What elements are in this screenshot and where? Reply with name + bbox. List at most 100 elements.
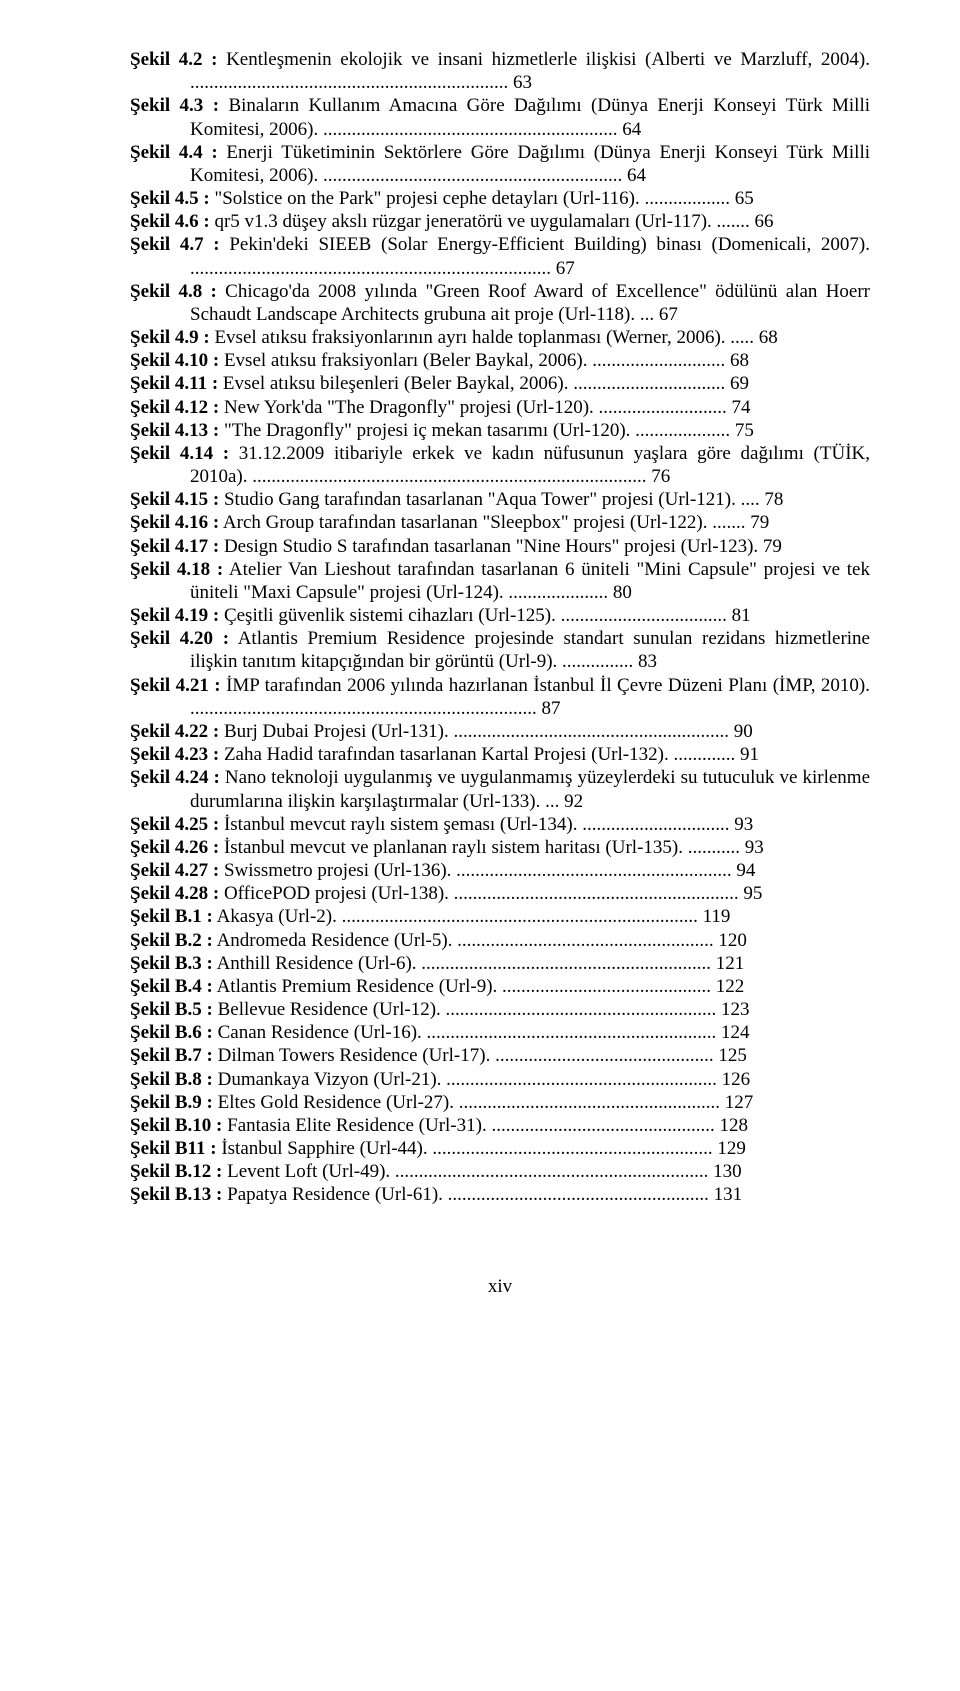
figure-text: Binaların Kullanım Amacına Göre Dağılımı… [190,95,870,139]
figure-label: Şekil 4.4 : [130,142,218,163]
figure-text: Fantasia Elite Residence (Url-31). .....… [222,1115,748,1136]
figure-text: Kentleşmenin ekolojik ve insani hizmetle… [190,49,870,93]
figure-label: Şekil 4.13 : [130,420,219,441]
figure-text: "Solstice on the Park" projesi cephe det… [210,188,754,209]
figure-label: Şekil B.9 : [130,1092,213,1113]
figure-label: Şekil 4.3 : [130,95,219,116]
figure-text: Evsel atıksu fraksiyonlarının ayrı halde… [210,327,778,348]
figure-text: Bellevue Residence (Url-12). ...........… [213,999,750,1020]
figure-text: Zaha Hadid tarafından tasarlanan Kartal … [219,744,759,765]
figure-entry: Şekil 4.15 : Studio Gang tarafından tasa… [130,488,870,511]
figure-entry: Şekil B.7 : Dilman Towers Residence (Url… [130,1044,870,1067]
figure-entry: Şekil 4.5 : "Solstice on the Park" proje… [130,187,870,210]
figure-label: Şekil 4.5 : [130,188,210,209]
figure-text: OfficePOD projesi (Url-138). ...........… [219,883,762,904]
figure-entry: Şekil 4.17 : Design Studio S tarafından … [130,535,870,558]
figure-label: Şekil 4.21 : [130,675,221,696]
figure-label: Şekil 4.24 : [130,767,220,788]
figure-entry: Şekil B.3 : Anthill Residence (Url-6). .… [130,952,870,975]
figure-entry: Şekil 4.10 : Evsel atıksu fraksiyonları … [130,349,870,372]
figure-entry: Şekil B.4 : Atlantis Premium Residence (… [130,975,870,998]
figure-label: Şekil B.6 : [130,1022,213,1043]
figure-entry: Şekil 4.25 : İstanbul mevcut raylı siste… [130,813,870,836]
figure-entry: Şekil B.1 : Akasya (Url-2). ............… [130,905,870,928]
figure-label: Şekil B.5 : [130,999,213,1020]
figure-label: Şekil B.10 : [130,1115,222,1136]
figure-label: Şekil 4.10 : [130,350,219,371]
figure-text: Nano teknoloji uygulanmış ve uygulanmamı… [190,767,870,811]
figure-entry: Şekil B.5 : Bellevue Residence (Url-12).… [130,998,870,1021]
figure-label: Şekil B.12 : [130,1161,222,1182]
figure-entry: Şekil 4.3 : Binaların Kullanım Amacına G… [130,94,870,140]
figure-label: Şekil 4.12 : [130,397,219,418]
figure-text: Canan Residence (Url-16). ..............… [213,1022,750,1043]
figure-text: Atelier Van Lieshout tarafından tasarlan… [190,559,870,603]
figure-entry: Şekil 4.19 : Çeşitli güvenlik sistemi ci… [130,604,870,627]
figure-label: Şekil 4.17 : [130,536,219,557]
figure-entry: Şekil 4.24 : Nano teknoloji uygulanmış v… [130,766,870,812]
figure-entry: Şekil 4.8 : Chicago'da 2008 yılında "Gre… [130,280,870,326]
figure-text: Burj Dubai Projesi (Url-131). ..........… [219,721,753,742]
figure-text: Dumankaya Vizyon (Url-21). .............… [213,1069,750,1090]
figure-text: Levent Loft (Url-49). ..................… [222,1161,741,1182]
figure-label: Şekil 4.16 : [130,512,219,533]
figure-text: Evsel atıksu bileşenleri (Beler Baykal, … [218,373,749,394]
figure-entry: Şekil 4.23 : Zaha Hadid tarafından tasar… [130,743,870,766]
figure-entry: Şekil 4.21 : İMP tarafından 2006 yılında… [130,674,870,720]
figure-label: Şekil 4.15 : [130,489,219,510]
figure-entry: Şekil 4.28 : OfficePOD projesi (Url-138)… [130,882,870,905]
figure-entry: Şekil 4.16 : Arch Group tarafından tasar… [130,511,870,534]
figure-label: Şekil 4.7 : [130,234,220,255]
figure-entry: Şekil 4.4 : Enerji Tüketiminin Sektörler… [130,141,870,187]
figure-label: Şekil B.13 : [130,1184,222,1205]
figure-label: Şekil B.1 : [130,906,213,927]
figure-entry: Şekil 4.27 : Swissmetro projesi (Url-136… [130,859,870,882]
figure-label: Şekil 4.9 : [130,327,210,348]
figure-text: Eltes Gold Residence (Url-27). .........… [213,1092,753,1113]
figure-label: Şekil 4.14 : [130,443,229,464]
figure-label: Şekil 4.22 : [130,721,219,742]
figure-text: İstanbul Sapphire (Url-44). ............… [217,1138,746,1159]
figure-text: İstanbul mevcut ve planlanan raylı siste… [219,837,764,858]
figure-text: Atlantis Premium Residence (Url-9). ....… [213,976,744,997]
figure-entry: Şekil 4.20 : Atlantis Premium Residence … [130,627,870,673]
figure-text: Çeşitli güvenlik sistemi cihazları (Url-… [219,605,750,626]
figure-text: Papatya Residence (Url-61). ............… [222,1184,742,1205]
figure-entry: Şekil 4.2 : Kentleşmenin ekolojik ve ins… [130,48,870,94]
figure-text: Akasya (Url-2). ........................… [213,906,731,927]
figure-text: Chicago'da 2008 yılında "Green Roof Awar… [190,281,870,325]
figure-text: Anthill Residence (Url-6). .............… [213,953,744,974]
figure-entry: Şekil 4.13 : "The Dragonfly" projesi iç … [130,419,870,442]
figure-entry: Şekil B11 : İstanbul Sapphire (Url-44). … [130,1137,870,1160]
figure-entry: Şekil B.13 : Papatya Residence (Url-61).… [130,1183,870,1206]
figure-text: Arch Group tarafından tasarlanan "Sleepb… [219,512,769,533]
figure-list: Şekil 4.2 : Kentleşmenin ekolojik ve ins… [130,48,870,1207]
figure-entry: Şekil 4.11 : Evsel atıksu bileşenleri (B… [130,372,870,395]
figure-label: Şekil 4.6 : [130,211,210,232]
figure-text: 31.12.2009 itibariyle erkek ve kadın nüf… [190,443,870,487]
figure-text: Evsel atıksu fraksiyonları (Beler Baykal… [219,350,749,371]
figure-text: Studio Gang tarafından tasarlanan "Aqua … [219,489,783,510]
figure-text: qr5 v1.3 düşey akslı rüzgar jeneratörü v… [210,211,774,232]
figure-text: Andromeda Residence (Url-5). ...........… [213,930,747,951]
figure-text: İstanbul mevcut raylı sistem şeması (Url… [219,814,753,835]
figure-entry: Şekil 4.18 : Atelier Van Lieshout tarafı… [130,558,870,604]
figure-label: Şekil 4.18 : [130,559,223,580]
figure-text: Pekin'deki SIEEB (Solar Energy-Efficient… [190,234,870,278]
figure-entry: Şekil 4.12 : New York'da "The Dragonfly"… [130,396,870,419]
figure-entry: Şekil 4.7 : Pekin'deki SIEEB (Solar Ener… [130,233,870,279]
figure-entry: Şekil 4.22 : Burj Dubai Projesi (Url-131… [130,720,870,743]
figure-entry: Şekil B.9 : Eltes Gold Residence (Url-27… [130,1091,870,1114]
figure-entry: Şekil B.8 : Dumankaya Vizyon (Url-21). .… [130,1068,870,1091]
figure-label: Şekil 4.26 : [130,837,219,858]
figure-entry: Şekil 4.26 : İstanbul mevcut ve planlana… [130,836,870,859]
figure-text: İMP tarafından 2006 yılında hazırlanan İ… [190,675,870,719]
figure-label: Şekil 4.28 : [130,883,219,904]
figure-label: Şekil B11 : [130,1138,217,1159]
figure-entry: Şekil 4.6 : qr5 v1.3 düşey akslı rüzgar … [130,210,870,233]
figure-entry: Şekil B.6 : Canan Residence (Url-16). ..… [130,1021,870,1044]
figure-entry: Şekil 4.14 : 31.12.2009 itibariyle erkek… [130,442,870,488]
figure-label: Şekil 4.25 : [130,814,219,835]
figure-text: Swissmetro projesi (Url-136). ..........… [219,860,755,881]
figure-label: Şekil B.2 : [130,930,213,951]
